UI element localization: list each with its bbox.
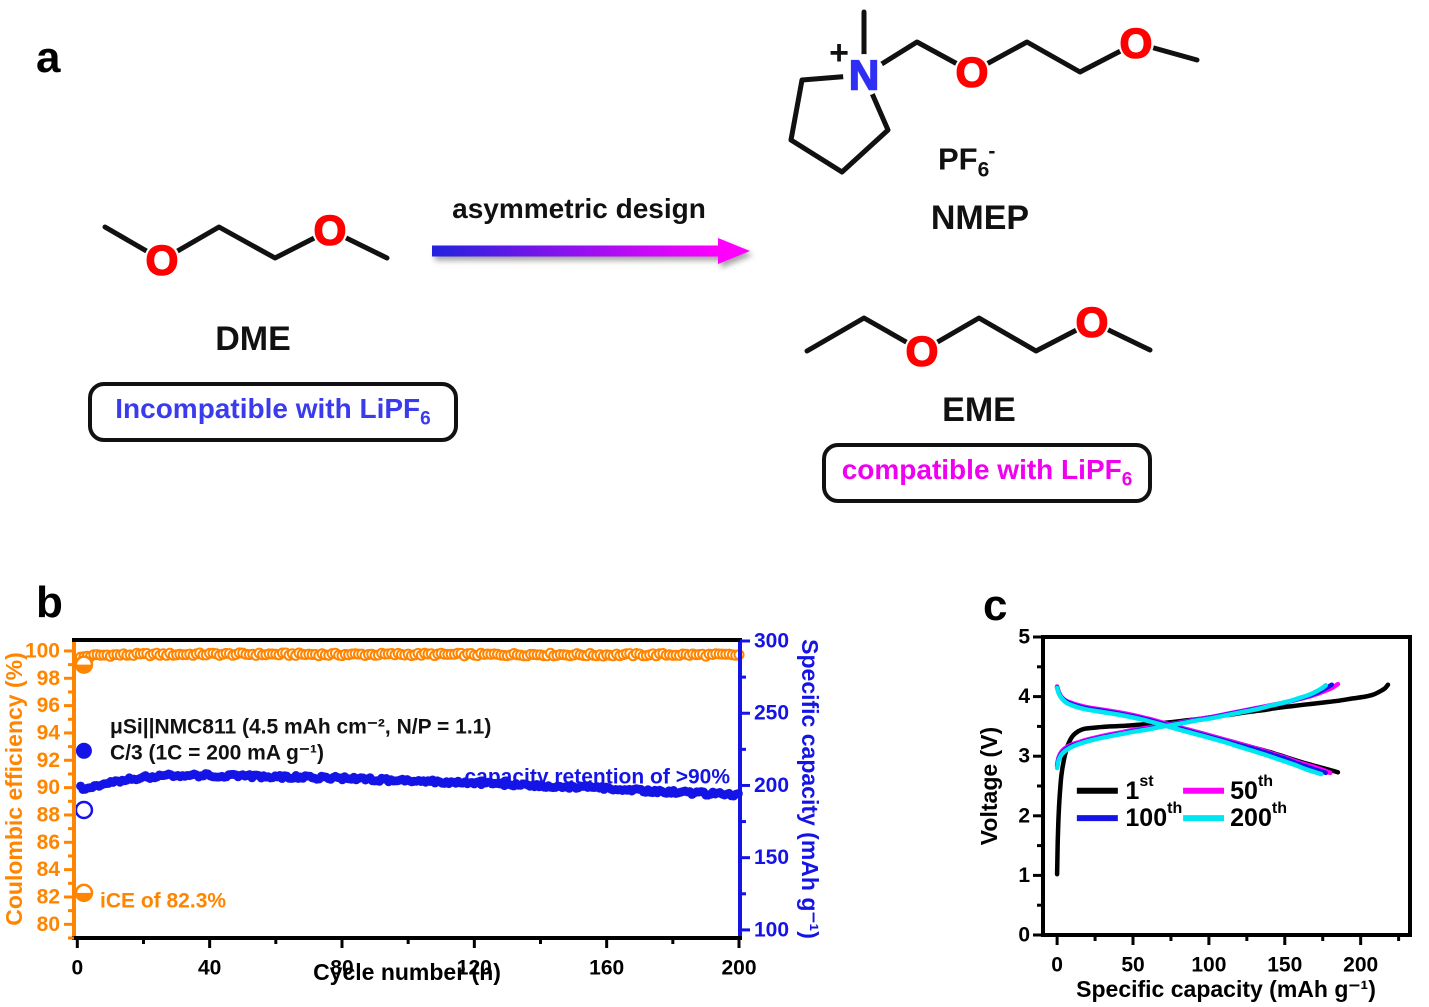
svg-text:3: 3: [1018, 745, 1030, 768]
pf6-superscript: -: [988, 140, 996, 163]
svg-text:300: 300: [754, 630, 789, 653]
svg-text:120: 120: [457, 957, 492, 980]
nmep-oxygen-1: O: [956, 49, 989, 96]
panel-c-label: c: [983, 581, 1008, 630]
y-axis-right-title: Specific capacity (mAh g⁻¹): [797, 639, 823, 939]
svg-text:96: 96: [37, 694, 60, 717]
svg-text:2: 2: [1018, 804, 1030, 827]
svg-text:100: 100: [25, 639, 60, 662]
series-layer: [1054, 681, 1391, 877]
eme-oxygen-2: O: [1076, 299, 1109, 346]
legend-entry-100: 100th: [1125, 800, 1182, 833]
svg-text:160: 160: [589, 957, 624, 980]
axis-titles: Coulombic efficiency (%) Specific capacit…: [1, 639, 823, 985]
cycling-performance-chart: 80 82 84 86 88 90 92 94 96 98 100 100 150 200 250 300 0 4…: [1, 630, 823, 985]
svg-text:200: 200: [1343, 954, 1378, 977]
pf6-subscript: 6: [977, 158, 990, 182]
legend-entry-200: 200th: [1230, 800, 1287, 833]
svg-text:88: 88: [37, 803, 61, 826]
series-layer: [75, 647, 745, 801]
nmep-name-label: NMEP: [930, 199, 1030, 237]
dme-name-label: DME: [215, 320, 291, 358]
eme-name-label: EME: [942, 391, 1016, 429]
svg-text:84: 84: [37, 858, 61, 881]
svg-text:0: 0: [71, 957, 83, 980]
svg-text:4: 4: [1018, 685, 1030, 708]
dme-oxygen-2: O: [314, 207, 347, 254]
axis-titles: Voltage (V) Specific capacity (mAh g⁻¹): [976, 727, 1376, 1002]
dme-incompatible-box: Incompatible with LiPF6: [88, 382, 458, 442]
svg-text:90: 90: [37, 776, 60, 799]
curve-200th-discharge: [1054, 685, 1324, 777]
curve-50th-charge: [1054, 681, 1341, 767]
dme-incompatible-text: Incompatible with LiPF6: [115, 393, 431, 430]
annotation: iCE of 82.3%: [100, 890, 226, 913]
legend-entry-1: 1st: [1125, 772, 1154, 805]
bond-lines: [102, 9, 1200, 354]
x-axis-title: Cycle number (n): [313, 959, 501, 985]
pf6-base: PF: [938, 141, 978, 177]
svg-text:0: 0: [1051, 954, 1063, 977]
annotation: C/3 (1C = 200 mA g⁻¹): [110, 742, 324, 765]
x-axis-title: Specific capacity (mAh g⁻¹): [1076, 976, 1376, 1002]
svg-text:86: 86: [37, 831, 60, 854]
y-axis-left-title: Coulombic efficiency (%): [1, 652, 27, 925]
y-axis-title: Voltage (V): [976, 727, 1002, 845]
eme-compatible-box: compatible with LiPF6: [822, 443, 1152, 503]
svg-text:82: 82: [37, 885, 60, 908]
svg-text:100: 100: [1191, 954, 1226, 977]
arrow-label: asymmetric design: [452, 193, 706, 224]
svg-text:80: 80: [330, 957, 353, 980]
nmep-nitrogen: N: [849, 52, 879, 99]
svg-text:150: 150: [1267, 954, 1302, 977]
highlight-markers: [74, 655, 94, 903]
eme-compatible-text: compatible with LiPF6: [841, 454, 1133, 491]
svg-text:5: 5: [1018, 626, 1030, 649]
panel-b-label: b: [36, 578, 63, 627]
curve-200th-charge: [1054, 683, 1329, 771]
molecule-structures-graphic: O O O O O O N+: [102, 9, 1200, 375]
dme-oxygen-1: O: [146, 237, 179, 284]
svg-text:80: 80: [37, 913, 60, 936]
annotation: capacity retention of >90%: [464, 766, 730, 789]
svg-text:250: 250: [754, 702, 789, 725]
annotation: μSi||NMC811 (4.5 mAh cm⁻², N/P = 1.1): [110, 716, 491, 739]
svg-text:1: 1: [1018, 864, 1030, 887]
svg-text:200: 200: [754, 774, 789, 797]
svg-text:94: 94: [37, 721, 61, 744]
series-coulombic-efficiency: [75, 647, 745, 663]
nmep-oxygen-2: O: [1120, 20, 1153, 67]
svg-text:40: 40: [198, 957, 221, 980]
eme-oxygen-1: O: [906, 328, 939, 375]
legend-entry-50: 50th: [1230, 772, 1273, 805]
chart-legend: 1st 50th 100th 200th: [1076, 772, 1287, 833]
svg-text:200: 200: [721, 957, 756, 980]
chart-annotations: μSi||NMC811 (4.5 mAh cm⁻², N/P = 1.1) C/3…: [100, 716, 730, 913]
svg-text:92: 92: [37, 749, 60, 772]
asymmetric-design-arrow: [432, 238, 750, 264]
svg-text:150: 150: [754, 846, 789, 869]
series-specific-capacity: [76, 769, 743, 801]
svg-text:100: 100: [754, 918, 789, 941]
axis-ticks: 80 82 84 86 88 90 92 94 96 98 100 100 150 200 250 300 0 4…: [25, 630, 789, 980]
pf6-anion-label: PF6-: [938, 140, 995, 183]
panel-a-label: a: [36, 33, 61, 82]
svg-text:0: 0: [1018, 924, 1030, 947]
axes-frame: [1041, 635, 1412, 937]
svg-text:98: 98: [37, 667, 61, 690]
nmep-positive-charge: +: [829, 34, 849, 72]
svg-text:50: 50: [1121, 954, 1144, 977]
